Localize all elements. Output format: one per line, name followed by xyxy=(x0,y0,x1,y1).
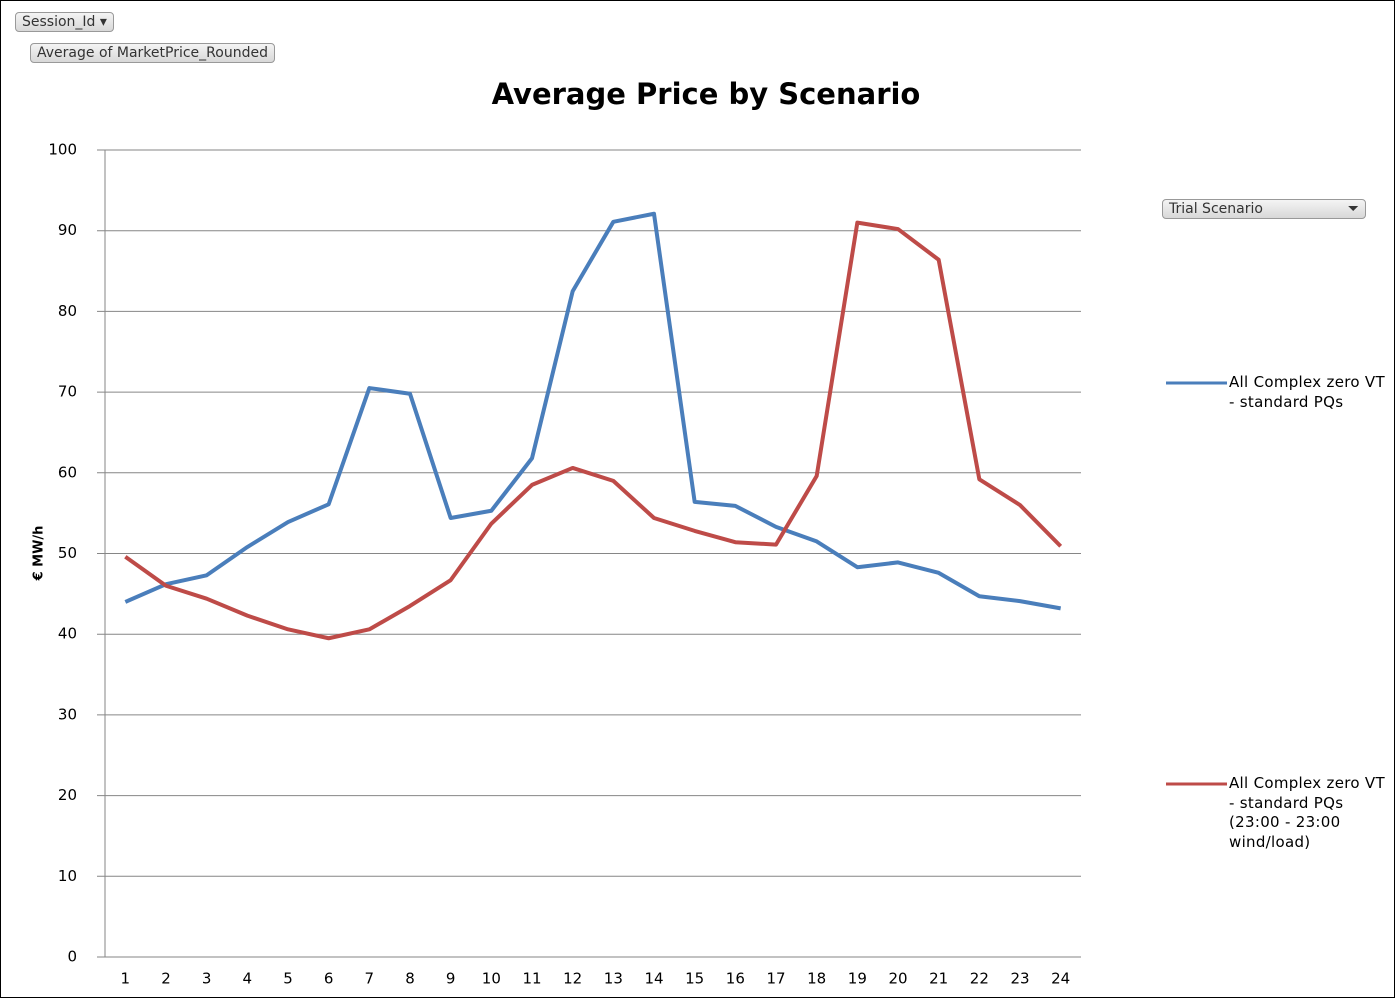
button-label: Average of MarketPrice_Rounded xyxy=(37,45,268,61)
x-tick-label: 8 xyxy=(405,970,415,988)
y-tick-label: 0 xyxy=(67,948,77,966)
x-tick-label: 21 xyxy=(929,970,948,988)
y-axis-label: € MW/h xyxy=(32,526,47,582)
button-label: Session_Id xyxy=(22,14,96,30)
x-tick-label: 11 xyxy=(522,970,541,988)
values-field-button[interactable]: Average of MarketPrice_Rounded xyxy=(30,43,275,63)
y-tick-label: 100 xyxy=(48,141,77,159)
y-tick-label: 20 xyxy=(58,786,77,804)
x-tick-label: 13 xyxy=(604,970,623,988)
series-line xyxy=(124,220,1063,641)
x-tick-label: 6 xyxy=(324,970,334,988)
x-tick-label: 22 xyxy=(970,970,989,988)
x-tick-label: 9 xyxy=(446,970,456,988)
x-tick-label: 16 xyxy=(726,970,745,988)
y-tick-label: 30 xyxy=(58,705,77,723)
x-tick-label: 23 xyxy=(1010,970,1029,988)
x-tick-label: 10 xyxy=(482,970,501,988)
x-tick-label: 14 xyxy=(644,970,663,988)
button-label: Trial Scenario xyxy=(1169,201,1263,217)
legend-label: All Complex zero VT - standard PQs (23:0… xyxy=(1229,774,1385,851)
y-tick-label: 70 xyxy=(58,383,77,401)
legend-label: All Complex zero VT - standard PQs xyxy=(1229,373,1385,411)
y-tick-label: 60 xyxy=(58,463,77,481)
x-tick-label: 17 xyxy=(766,970,785,988)
chart-title: Average Price by Scenario xyxy=(492,77,921,111)
x-tick-label: 19 xyxy=(848,970,867,988)
x-tick-label: 24 xyxy=(1051,970,1070,988)
y-tick-label: 50 xyxy=(58,544,77,562)
x-tick-label: 1 xyxy=(121,970,131,988)
x-tick-label: 5 xyxy=(283,970,293,988)
legend-field-button[interactable]: Trial Scenario ⏷ xyxy=(1162,199,1366,219)
x-tick-label: 20 xyxy=(888,970,907,988)
x-tick-label: 12 xyxy=(563,970,582,988)
x-tick-label: 18 xyxy=(807,970,826,988)
x-tick-label: 4 xyxy=(243,970,253,988)
x-tick-label: 3 xyxy=(202,970,212,988)
y-tick-label: 40 xyxy=(58,625,77,643)
report-filter-button[interactable]: Session_Id ▾ xyxy=(15,12,114,32)
y-tick-label: 10 xyxy=(58,867,77,885)
y-tick-label: 90 xyxy=(58,221,77,239)
x-tick-label: 7 xyxy=(365,970,375,988)
x-tick-label: 2 xyxy=(161,970,171,988)
y-tick-label: 80 xyxy=(58,302,77,320)
series-line xyxy=(124,211,1062,611)
x-tick-label: 15 xyxy=(685,970,704,988)
